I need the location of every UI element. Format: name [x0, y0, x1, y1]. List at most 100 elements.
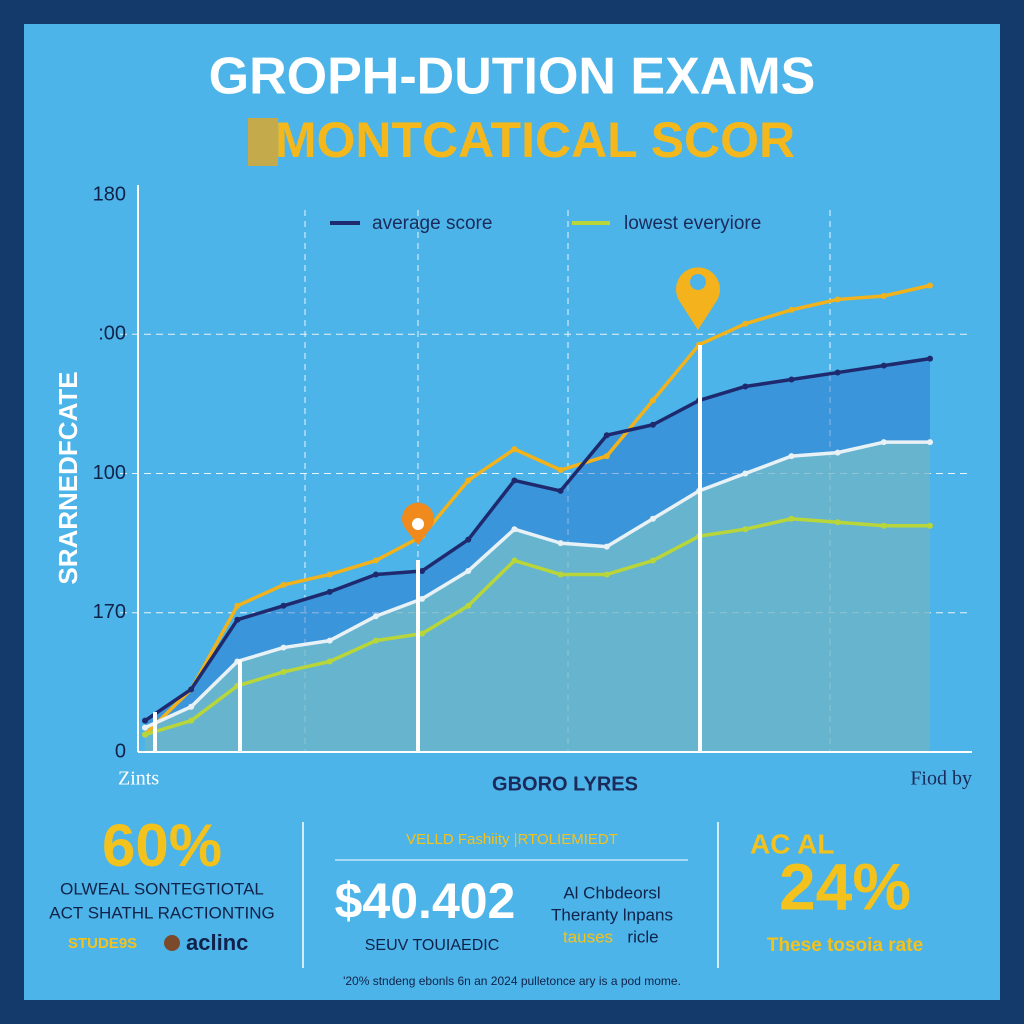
point: [834, 519, 841, 526]
point: [603, 453, 610, 460]
point: [188, 686, 195, 693]
footnote: '20% stndeng ebonls 6n an 2024 pulletonc…: [343, 974, 681, 988]
point: [880, 362, 887, 369]
point: [188, 717, 195, 724]
point: [142, 731, 148, 738]
point: [834, 296, 841, 303]
point: [326, 571, 333, 578]
point: [326, 658, 333, 665]
title: GROPH-DUTION EXAMS: [209, 48, 816, 106]
point: [372, 557, 379, 564]
point: [465, 602, 472, 609]
stat-top: AC AL: [750, 828, 835, 859]
subtitle: MONTCATICAL SCOR: [275, 112, 795, 168]
stat-value: 60%: [102, 812, 222, 879]
stat-text: tauses: [563, 927, 613, 946]
point: [326, 637, 333, 644]
legend-label: average score: [372, 213, 492, 234]
point: [280, 602, 287, 609]
point: [372, 613, 379, 620]
pin: [676, 267, 720, 330]
point: [788, 376, 795, 383]
point: [927, 282, 933, 289]
point: [511, 526, 518, 533]
stat-caption: SEUV TOUIAEDIC: [365, 937, 500, 954]
point: [419, 630, 426, 637]
plot: [120, 210, 968, 752]
point: [742, 383, 749, 390]
legend-label: lowest everyiore: [624, 213, 761, 234]
stat-caption: These tosoia rate: [767, 935, 923, 956]
point: [788, 515, 795, 522]
point: [603, 571, 610, 578]
point: [511, 477, 518, 484]
pin-dot: [690, 274, 706, 290]
point: [280, 668, 287, 675]
series-line: [144, 517, 930, 737]
y-tick-label: 170: [93, 601, 126, 623]
point: [142, 724, 148, 731]
point: [142, 717, 148, 724]
stat-value: $40.402: [335, 873, 516, 929]
point: [280, 644, 287, 651]
point: [419, 567, 426, 574]
area: [145, 442, 930, 752]
point: [511, 446, 518, 453]
point: [927, 439, 933, 446]
point: [880, 522, 887, 529]
avatar: [164, 935, 180, 951]
overlay: average score lowest everyiore 0 170 100:0…: [93, 183, 972, 762]
point: [557, 540, 564, 547]
point: [326, 588, 333, 595]
point: [603, 543, 610, 550]
point: [465, 536, 472, 543]
point: [927, 522, 933, 529]
stat-text: Al Chbdeorsl: [563, 883, 660, 902]
point: [234, 616, 241, 623]
point: [280, 581, 287, 588]
y-tick-label: 180: [93, 183, 126, 205]
icon: [248, 118, 278, 166]
point: [234, 602, 241, 609]
stats: 60% OLWEAL SONTEGTIOTAL ACT SHATHL RACTI…: [49, 812, 923, 988]
stat-text: ACT SHATHL RACTIONTING: [49, 903, 274, 922]
point: [788, 453, 795, 460]
point: [788, 306, 795, 313]
point: [511, 557, 518, 564]
point: [372, 571, 379, 578]
series-line: [144, 440, 930, 730]
x-start-label: Zints: [118, 768, 159, 790]
stat-tag: STUDE9S: [68, 935, 137, 952]
y-tick-label: 0: [115, 740, 126, 762]
series-line: [143, 283, 931, 736]
point: [649, 557, 656, 564]
point: [649, 421, 656, 428]
stat-value: 24%: [779, 849, 911, 923]
point: [649, 515, 656, 522]
point: [557, 467, 564, 474]
y-tick-label: :00: [98, 323, 126, 345]
point: [880, 292, 887, 299]
pin-dot: [412, 518, 424, 530]
point: [557, 487, 564, 494]
point: [188, 703, 195, 710]
logo: aclinc: [186, 930, 248, 955]
point: [649, 397, 656, 404]
point: [742, 526, 749, 533]
point: [742, 470, 749, 477]
point: [603, 432, 610, 439]
point: [557, 571, 564, 578]
point: [834, 449, 841, 456]
point: [834, 369, 841, 376]
point: [419, 595, 426, 602]
point: [880, 439, 887, 446]
point: [927, 355, 933, 362]
stat-text: Theranty lnpans: [551, 905, 673, 924]
point: [372, 637, 379, 644]
point: [465, 477, 472, 484]
point: [465, 567, 472, 574]
stat-heading: VELLD Fashiity |RTOLIEMIEDT: [406, 831, 618, 848]
series-line: [144, 356, 931, 723]
point: [742, 320, 749, 327]
